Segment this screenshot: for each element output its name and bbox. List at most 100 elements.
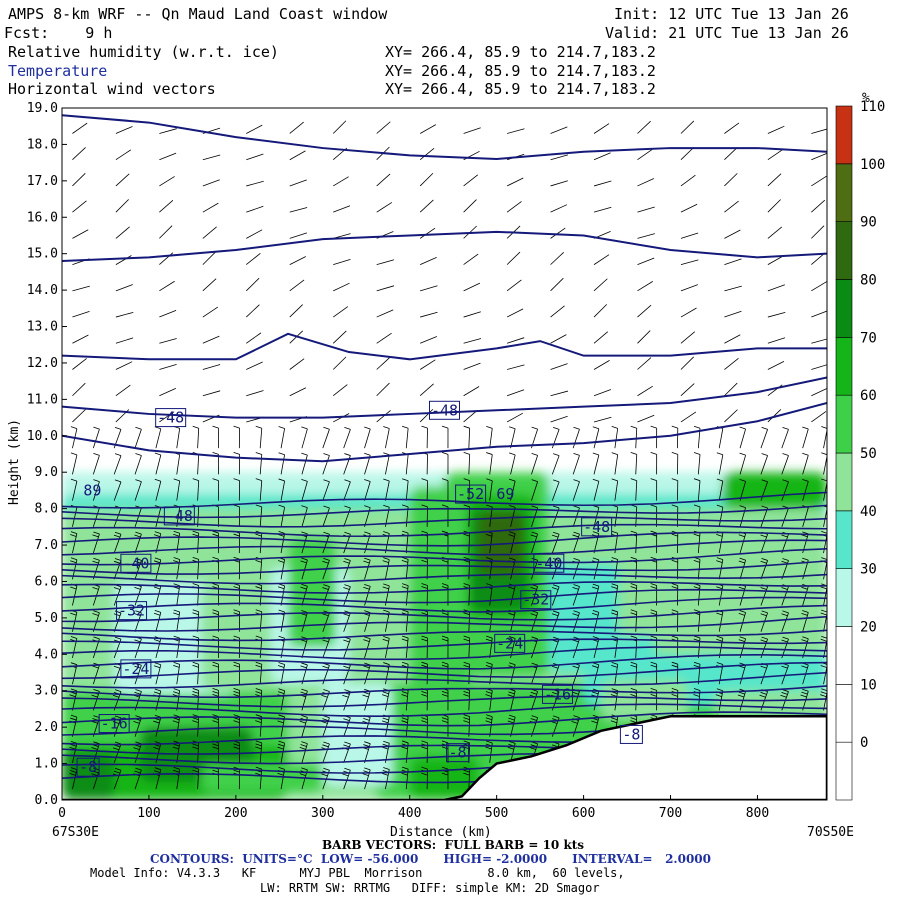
barb-feather xyxy=(91,773,98,777)
barb-feather xyxy=(173,530,180,534)
wind-barb-382 xyxy=(322,505,330,527)
barb-staff xyxy=(739,586,746,606)
barb-feather xyxy=(402,504,409,508)
temp-contour-label-5: -40 xyxy=(122,554,149,572)
wind-barb-567 xyxy=(637,357,652,370)
barb-staff xyxy=(115,255,132,265)
wind-barb-571 xyxy=(811,364,827,370)
barb-staff xyxy=(724,173,738,187)
barb-feather xyxy=(301,583,308,587)
barb-staff xyxy=(811,364,827,370)
barb-feather xyxy=(611,530,618,534)
barb-staff xyxy=(531,533,539,554)
barb-feather xyxy=(233,720,240,724)
barb-feather xyxy=(212,583,219,586)
wind-barb-699 xyxy=(115,149,132,161)
wind-barb-227 xyxy=(173,609,181,632)
barb-staff xyxy=(376,259,395,265)
colorbar-swatch-3 xyxy=(835,568,853,627)
barb-feather xyxy=(693,635,701,639)
barb-feather xyxy=(508,612,515,616)
barb-staff xyxy=(419,359,436,370)
barb-feather xyxy=(192,717,199,721)
barb-feather xyxy=(92,665,99,669)
barb-feather xyxy=(92,613,99,616)
barb-staff xyxy=(767,125,785,134)
barb-staff xyxy=(760,429,768,449)
barb-feather xyxy=(153,560,161,564)
barb-feather xyxy=(650,586,657,589)
wind-barb-686 xyxy=(333,176,349,187)
temp-label-box-8 xyxy=(520,590,552,610)
barb-feather xyxy=(802,452,809,456)
barb-feather xyxy=(441,694,449,697)
wind-barb-470 xyxy=(611,452,619,475)
wind-barb-450 xyxy=(192,452,200,475)
barb-feather xyxy=(401,559,408,563)
wind-barb-657 xyxy=(637,233,655,239)
isotherm-24 xyxy=(62,539,827,556)
x-tick-label: 700 xyxy=(659,806,682,821)
barb-staff xyxy=(760,455,768,475)
barb-staff xyxy=(333,282,350,292)
barb-feather xyxy=(650,714,657,718)
barb-feather xyxy=(342,694,349,698)
barb-staff xyxy=(159,387,176,397)
barb-staff xyxy=(718,507,724,527)
barb-feather xyxy=(463,504,470,508)
isotherm-8 xyxy=(62,695,827,708)
barb-staff xyxy=(468,506,471,527)
x-tick-label: 800 xyxy=(746,806,769,821)
barb-feather xyxy=(441,478,449,481)
wind-barb-642 xyxy=(767,255,784,265)
wind-barb-711 xyxy=(637,149,653,161)
barb-feather xyxy=(761,479,768,483)
barb-staff xyxy=(176,638,181,659)
wind-barb-559 xyxy=(289,358,305,370)
barb-feather xyxy=(739,610,746,613)
barb-feather xyxy=(301,767,308,771)
barb-staff xyxy=(246,390,264,397)
barb-staff xyxy=(197,769,200,790)
wind-barb-118 xyxy=(212,688,219,711)
barb-feather xyxy=(801,534,808,538)
barb-feather xyxy=(154,557,161,561)
barb-feather xyxy=(344,689,351,692)
barb-staff xyxy=(113,455,122,475)
colorbar-label-7: 70 xyxy=(860,330,877,346)
barb-feather xyxy=(486,452,493,455)
colorbar-label-1: 10 xyxy=(860,677,877,693)
barb-staff xyxy=(280,769,285,790)
barb-feather xyxy=(93,426,100,430)
barb-staff xyxy=(593,206,612,213)
barb-feather xyxy=(381,720,389,724)
barb-feather xyxy=(114,689,122,692)
barb-feather xyxy=(463,772,470,776)
wind-barb-584 xyxy=(593,331,609,344)
barb-feather xyxy=(153,534,161,537)
barb-feather xyxy=(551,665,559,669)
barb-feather xyxy=(92,534,99,538)
barb-feather xyxy=(507,720,514,724)
barb-staff xyxy=(197,716,200,737)
barb-feather xyxy=(611,717,618,721)
barb-feather xyxy=(671,583,678,586)
barb-staff xyxy=(468,428,471,449)
wind-barb-617 xyxy=(463,282,481,292)
barb-feather xyxy=(93,767,100,771)
barb-feather xyxy=(192,425,199,429)
barb-feather xyxy=(421,664,428,668)
barb-feather xyxy=(421,661,428,665)
barb-staff xyxy=(637,414,655,423)
barb-feather xyxy=(402,530,409,534)
barb-staff xyxy=(92,560,100,580)
barb-staff xyxy=(468,769,471,790)
barb-staff xyxy=(614,585,619,606)
barb-staff xyxy=(72,507,78,527)
barb-staff xyxy=(364,455,371,475)
barb-staff xyxy=(246,229,263,239)
barb-feather xyxy=(383,609,390,613)
barb-feather xyxy=(716,586,723,590)
barb-feather xyxy=(485,691,493,694)
wind-barb-415 xyxy=(233,478,240,501)
